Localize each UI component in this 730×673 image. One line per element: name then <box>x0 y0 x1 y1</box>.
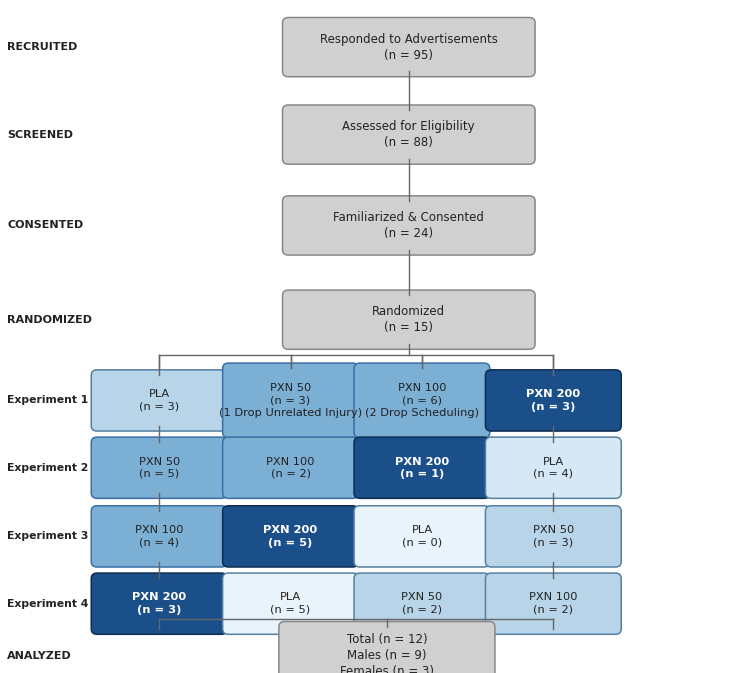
FancyBboxPatch shape <box>283 290 535 349</box>
Text: PXN 50
(n = 3): PXN 50 (n = 3) <box>533 525 574 548</box>
Text: PXN 200
(n = 5): PXN 200 (n = 5) <box>264 525 318 548</box>
FancyBboxPatch shape <box>283 17 535 77</box>
FancyBboxPatch shape <box>223 437 358 498</box>
Text: Randomized
(n = 15): Randomized (n = 15) <box>372 305 445 334</box>
Text: Experiment 1: Experiment 1 <box>7 396 88 405</box>
Text: PLA
(n = 5): PLA (n = 5) <box>271 592 310 615</box>
Text: Assessed for Eligibility
(n = 88): Assessed for Eligibility (n = 88) <box>342 120 475 149</box>
FancyBboxPatch shape <box>279 622 495 673</box>
Text: Familiarized & Consented
(n = 24): Familiarized & Consented (n = 24) <box>334 211 484 240</box>
Text: PXN 200
(n = 3): PXN 200 (n = 3) <box>526 389 580 412</box>
FancyBboxPatch shape <box>91 573 227 634</box>
Text: PLA
(n = 4): PLA (n = 4) <box>534 456 573 479</box>
Text: PXN 100
(n = 4): PXN 100 (n = 4) <box>135 525 183 548</box>
FancyBboxPatch shape <box>223 363 358 438</box>
FancyBboxPatch shape <box>283 105 535 164</box>
Text: Responded to Advertisements
(n = 95): Responded to Advertisements (n = 95) <box>320 32 498 62</box>
Text: PXN 50
(n = 3)
(1 Drop Unrelated Injury): PXN 50 (n = 3) (1 Drop Unrelated Injury) <box>219 383 362 418</box>
FancyBboxPatch shape <box>91 370 227 431</box>
Text: PLA
(n = 3): PLA (n = 3) <box>139 389 179 412</box>
Text: PXN 100
(n = 6)
(2 Drop Scheduling): PXN 100 (n = 6) (2 Drop Scheduling) <box>365 383 479 418</box>
FancyBboxPatch shape <box>485 573 621 634</box>
Text: Experiment 4: Experiment 4 <box>7 599 88 608</box>
Text: PXN 50
(n = 2): PXN 50 (n = 2) <box>402 592 442 615</box>
FancyBboxPatch shape <box>485 506 621 567</box>
FancyBboxPatch shape <box>485 370 621 431</box>
Text: Total (n = 12)
Males (n = 9)
Females (n = 3): Total (n = 12) Males (n = 9) Females (n … <box>340 633 434 673</box>
Text: Experiment 2: Experiment 2 <box>7 463 88 472</box>
FancyBboxPatch shape <box>91 437 227 498</box>
FancyBboxPatch shape <box>223 506 358 567</box>
FancyBboxPatch shape <box>354 363 490 438</box>
Text: ANALYZED: ANALYZED <box>7 651 72 660</box>
Text: PXN 200
(n = 1): PXN 200 (n = 1) <box>395 456 449 479</box>
FancyBboxPatch shape <box>354 506 490 567</box>
Text: RANDOMIZED: RANDOMIZED <box>7 315 92 324</box>
FancyBboxPatch shape <box>283 196 535 255</box>
Text: PXN 100
(n = 2): PXN 100 (n = 2) <box>266 456 315 479</box>
FancyBboxPatch shape <box>91 506 227 567</box>
Text: SCREENED: SCREENED <box>7 130 73 139</box>
FancyBboxPatch shape <box>485 437 621 498</box>
FancyBboxPatch shape <box>354 573 490 634</box>
Text: PXN 200
(n = 3): PXN 200 (n = 3) <box>132 592 186 615</box>
Text: CONSENTED: CONSENTED <box>7 221 83 230</box>
Text: PXN 50
(n = 5): PXN 50 (n = 5) <box>139 456 180 479</box>
Text: PLA
(n = 0): PLA (n = 0) <box>402 525 442 548</box>
Text: PXN 100
(n = 2): PXN 100 (n = 2) <box>529 592 577 615</box>
FancyBboxPatch shape <box>223 573 358 634</box>
FancyBboxPatch shape <box>354 437 490 498</box>
Text: RECRUITED: RECRUITED <box>7 42 77 52</box>
Text: Experiment 3: Experiment 3 <box>7 532 88 541</box>
